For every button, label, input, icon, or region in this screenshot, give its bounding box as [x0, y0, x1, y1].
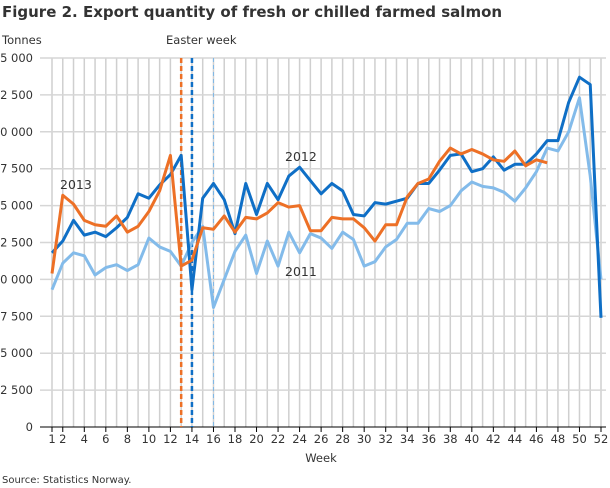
x-tick-label: 30	[357, 432, 372, 446]
x-tick-label: 12	[163, 432, 178, 446]
x-tick-label: 22	[271, 432, 286, 446]
x-tick-label: 6	[102, 432, 109, 446]
x-tick-label: 2	[59, 432, 66, 446]
y-tick-label: 25 000	[0, 51, 33, 65]
y-tick-label: 0	[26, 420, 33, 434]
x-tick-label: 16	[206, 432, 221, 446]
easter-week-label: Easter week	[166, 33, 237, 47]
x-tick-label: 42	[486, 432, 501, 446]
x-tick-label: 52	[594, 432, 609, 446]
x-tick-label: 14	[185, 432, 200, 446]
series-label-2013: 2013	[60, 177, 92, 192]
x-tick-label: 50	[572, 432, 587, 446]
x-tick-label: 26	[314, 432, 329, 446]
source-note: Source: Statistics Norway.	[2, 475, 131, 486]
x-tick-label: 18	[228, 432, 243, 446]
chart-title: Figure 2. Export quantity of fresh or ch…	[2, 3, 502, 21]
y-tick-label: 2 500	[0, 383, 33, 397]
x-tick-label: 44	[508, 432, 523, 446]
y-tick-label: 12 500	[0, 236, 33, 250]
x-tick-label: 46	[529, 432, 544, 446]
x-tick-label: 1	[48, 432, 55, 446]
series-line-2012	[50, 75, 603, 318]
x-tick-label: 10	[142, 432, 157, 446]
series-line-2011	[50, 96, 603, 309]
x-tick-label: 36	[421, 432, 436, 446]
y-tick-label: 20 000	[0, 125, 33, 139]
x-tick-label: 32	[378, 432, 393, 446]
x-tick-label: 24	[292, 432, 307, 446]
x-tick-label: 20	[249, 432, 264, 446]
y-tick-label: 5 000	[0, 346, 33, 360]
x-tick-label: 34	[400, 432, 415, 446]
y-axis-label: Tonnes	[1, 33, 42, 47]
y-tick-label: 7 500	[0, 309, 33, 323]
y-tick-label: 17 500	[0, 162, 33, 176]
x-tick-label: 38	[443, 432, 458, 446]
series-label-2012: 2012	[285, 149, 317, 164]
x-tick-label: 8	[124, 432, 131, 446]
series-line-2013	[50, 146, 548, 274]
series-label-2011: 2011	[285, 264, 317, 279]
x-tick-label: 4	[81, 432, 88, 446]
x-tick-label: 28	[335, 432, 350, 446]
y-tick-label: 22 500	[0, 88, 33, 102]
x-tick-label: 48	[551, 432, 566, 446]
y-tick-label: 15 000	[0, 199, 33, 213]
y-tick-label: 10 000	[0, 272, 33, 286]
x-tick-label: 40	[465, 432, 480, 446]
x-axis-label: Week	[305, 451, 337, 465]
